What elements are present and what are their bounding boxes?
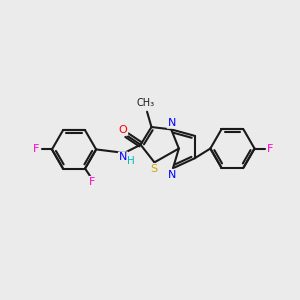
Text: N: N [168,170,177,180]
Text: N: N [119,152,127,162]
Text: N: N [168,118,176,128]
Text: H: H [127,156,135,166]
Text: F: F [89,177,96,187]
Text: S: S [150,164,158,174]
Text: F: F [33,144,40,154]
Text: F: F [267,143,273,154]
Text: CH₃: CH₃ [136,98,154,108]
Text: O: O [118,125,127,135]
